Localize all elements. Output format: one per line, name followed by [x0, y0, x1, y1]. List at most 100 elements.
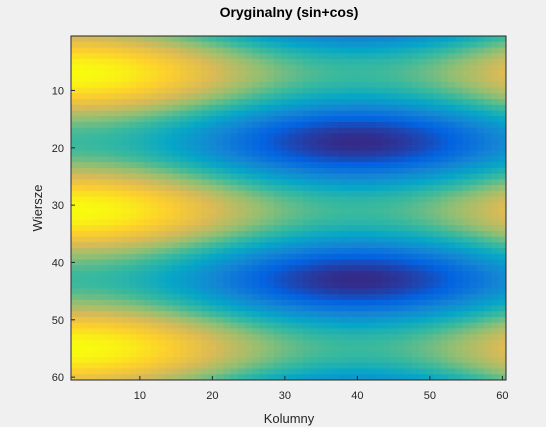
heatmap-cell: [324, 47, 333, 54]
heatmap-cell: [281, 328, 289, 335]
heatmap-cell: [404, 334, 413, 341]
heatmap-cell: [107, 248, 115, 255]
heatmap-cell: [295, 185, 304, 192]
heatmap-cell: [404, 139, 413, 146]
heatmap-cell: [462, 87, 471, 94]
heatmap-cell: [498, 58, 507, 66]
heatmap-cell: [368, 110, 376, 117]
heatmap-cell: [346, 368, 355, 375]
heatmap-cell: [274, 58, 282, 66]
heatmap-cell: [324, 87, 333, 94]
heatmap-cell: [230, 76, 239, 83]
heatmap-cell: [85, 299, 94, 306]
heatmap-cell: [114, 185, 123, 192]
heatmap-cell: [375, 70, 384, 77]
heatmap-cell: [230, 368, 239, 375]
heatmap-cell: [346, 271, 355, 278]
heatmap-cell: [339, 368, 347, 375]
heatmap-cell: [491, 58, 500, 66]
heatmap-cell: [404, 362, 413, 369]
heatmap-cell: [462, 265, 471, 272]
heatmap-cell: [208, 162, 217, 169]
heatmap-cell: [303, 144, 311, 152]
heatmap-cell: [158, 299, 166, 306]
heatmap-cell: [266, 374, 275, 381]
heatmap-cell: [295, 116, 304, 123]
heatmap-cell: [390, 190, 398, 197]
heatmap-cell: [491, 81, 500, 88]
heatmap-cell: [216, 253, 224, 260]
heatmap-cell: [346, 196, 355, 203]
heatmap-cell: [346, 259, 355, 266]
heatmap-cell: [310, 99, 318, 106]
heatmap-cell: [237, 53, 246, 60]
heatmap-cell: [404, 179, 413, 186]
heatmap-cell: [498, 345, 507, 352]
heatmap-cell: [100, 41, 108, 48]
heatmap-cell: [158, 87, 166, 94]
heatmap-cell: [187, 305, 195, 312]
heatmap-cell: [361, 305, 369, 312]
heatmap-cell: [165, 122, 173, 129]
heatmap-cell: [332, 133, 340, 140]
heatmap-cell: [179, 173, 188, 180]
heatmap-cell: [129, 322, 137, 329]
heatmap-cell: [71, 162, 79, 169]
heatmap-cell: [274, 99, 282, 106]
heatmap-cell: [375, 76, 384, 83]
heatmap-cell: [332, 374, 340, 381]
heatmap-cell: [165, 248, 173, 255]
heatmap-cell: [237, 316, 246, 324]
heatmap-cell: [368, 41, 376, 48]
heatmap-cell: [310, 282, 318, 289]
heatmap-cell: [390, 150, 398, 157]
heatmap-cell: [129, 271, 137, 278]
heatmap-cell: [208, 248, 217, 255]
heatmap-cell: [498, 156, 507, 163]
heatmap-cell: [165, 93, 173, 100]
heatmap-cell: [324, 70, 333, 77]
heatmap-cell: [339, 144, 347, 152]
heatmap-cell: [172, 179, 181, 186]
heatmap-cell: [477, 334, 485, 341]
heatmap-cell: [121, 311, 130, 318]
heatmap-cell: [332, 357, 340, 364]
heatmap-cell: [78, 150, 86, 157]
heatmap-cell: [469, 305, 478, 312]
heatmap-cell: [368, 167, 376, 174]
heatmap-cell: [419, 351, 427, 358]
heatmap-cell: [368, 259, 376, 266]
heatmap-cell: [92, 276, 101, 283]
heatmap-cell: [179, 162, 188, 169]
heatmap-cell: [281, 271, 289, 278]
heatmap-cell: [295, 162, 304, 169]
heatmap-cell: [339, 99, 347, 106]
heatmap-cell: [129, 236, 137, 243]
heatmap-cell: [208, 362, 217, 369]
heatmap-cell: [404, 58, 413, 66]
heatmap-cell: [477, 265, 485, 272]
heatmap-cell: [419, 253, 427, 260]
heatmap-cell: [346, 110, 355, 117]
heatmap-cell: [426, 58, 434, 66]
heatmap-cell: [136, 282, 144, 289]
heatmap-cell: [259, 139, 268, 146]
heatmap-cell: [332, 208, 340, 215]
heatmap-cell: [324, 311, 333, 318]
heatmap-cell: [136, 36, 144, 43]
heatmap-cell: [375, 305, 384, 312]
heatmap-cell: [201, 93, 210, 100]
heatmap-cell: [216, 139, 224, 146]
heatmap-cell: [288, 64, 297, 71]
heatmap-cell: [361, 242, 369, 249]
heatmap-cell: [397, 64, 405, 71]
heatmap-cell: [266, 99, 275, 106]
heatmap-cell: [324, 144, 333, 152]
heatmap-cell: [411, 259, 420, 266]
heatmap-cell: [143, 299, 152, 306]
heatmap-cell: [411, 351, 420, 358]
heatmap-cell: [237, 282, 246, 289]
heatmap-cell: [223, 99, 231, 106]
heatmap-cell: [477, 208, 485, 215]
heatmap-cell: [368, 311, 376, 318]
